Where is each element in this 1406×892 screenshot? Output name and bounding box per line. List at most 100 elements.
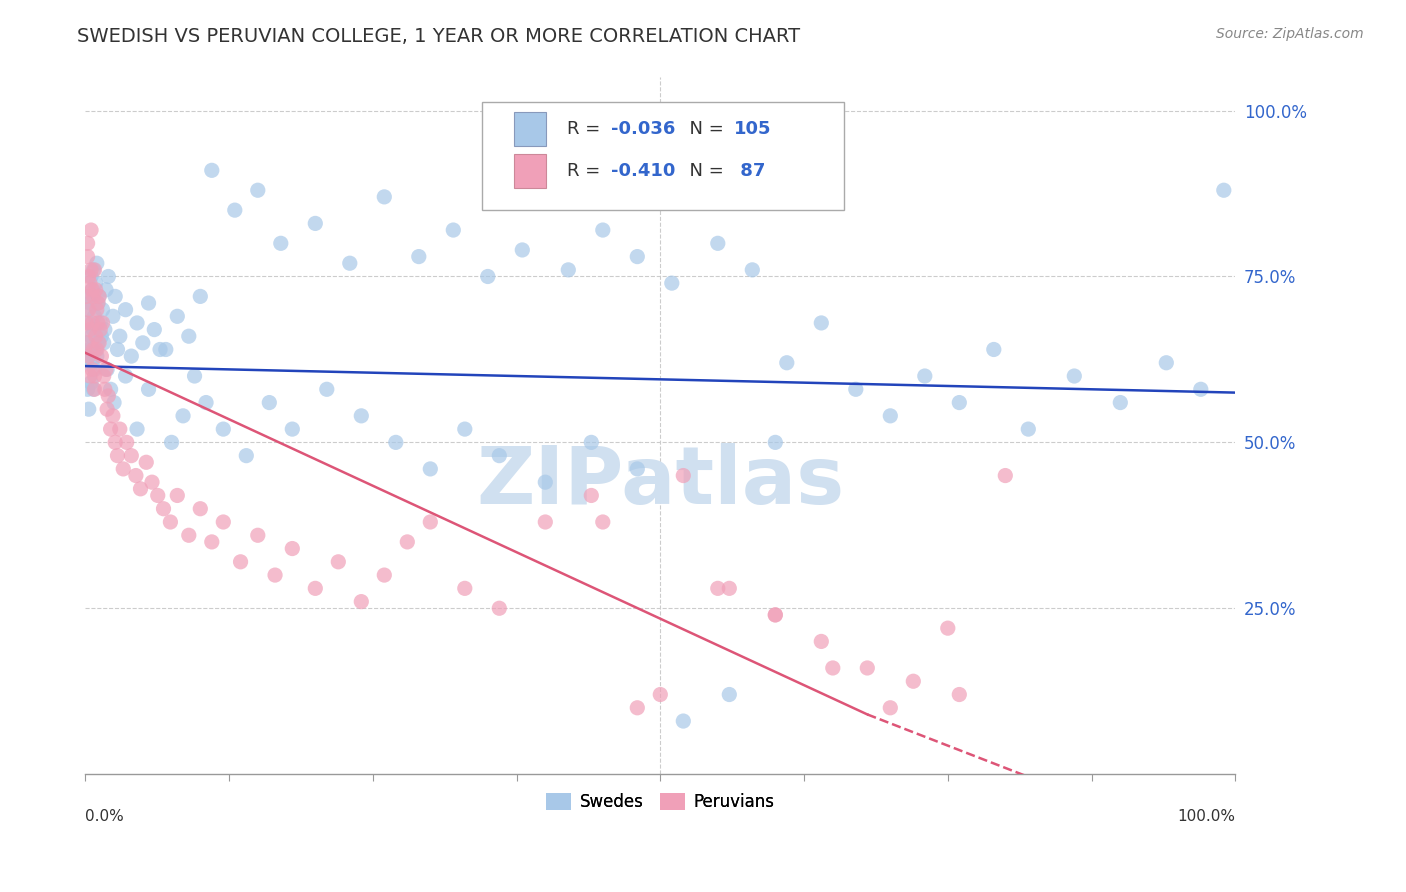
Point bbox=[76, 382, 98, 396]
Point bbox=[1109, 395, 1132, 409]
Point bbox=[339, 256, 361, 270]
Point bbox=[97, 269, 120, 284]
FancyBboxPatch shape bbox=[482, 102, 845, 210]
Point bbox=[741, 263, 763, 277]
Point bbox=[83, 263, 105, 277]
Point bbox=[82, 263, 104, 277]
Point bbox=[76, 250, 98, 264]
Point bbox=[1063, 369, 1085, 384]
Point bbox=[76, 335, 98, 350]
Point bbox=[87, 316, 110, 330]
Point bbox=[83, 382, 105, 396]
Point bbox=[763, 607, 786, 622]
Point bbox=[315, 382, 337, 396]
Text: N =: N = bbox=[678, 120, 730, 138]
Point bbox=[79, 296, 101, 310]
Point bbox=[718, 582, 741, 596]
Point bbox=[76, 302, 98, 317]
Point bbox=[672, 468, 695, 483]
Point bbox=[86, 343, 108, 357]
Point bbox=[87, 289, 110, 303]
Point bbox=[195, 395, 218, 409]
Point bbox=[166, 488, 188, 502]
Point bbox=[1017, 422, 1039, 436]
Point bbox=[107, 343, 129, 357]
Point bbox=[718, 688, 741, 702]
Point bbox=[246, 528, 269, 542]
Point bbox=[86, 256, 108, 270]
Point bbox=[454, 422, 477, 436]
Point bbox=[152, 501, 174, 516]
Point bbox=[77, 316, 100, 330]
Point bbox=[1189, 382, 1212, 396]
Point bbox=[80, 223, 103, 237]
Point bbox=[212, 515, 235, 529]
Point bbox=[661, 276, 683, 290]
Point bbox=[96, 402, 118, 417]
Point bbox=[707, 582, 730, 596]
Point bbox=[82, 289, 104, 303]
Point bbox=[82, 283, 104, 297]
Point bbox=[75, 356, 97, 370]
Point bbox=[75, 316, 97, 330]
Point bbox=[488, 601, 510, 615]
Point bbox=[534, 515, 557, 529]
Point bbox=[91, 302, 114, 317]
Point bbox=[104, 435, 127, 450]
Point bbox=[94, 382, 117, 396]
Text: R =: R = bbox=[567, 161, 606, 180]
Point bbox=[94, 283, 117, 297]
Point bbox=[83, 362, 105, 376]
Point bbox=[149, 343, 172, 357]
Point bbox=[408, 250, 430, 264]
Point bbox=[132, 335, 155, 350]
Point bbox=[1156, 356, 1178, 370]
Point bbox=[172, 409, 194, 423]
Point bbox=[94, 322, 117, 336]
Point bbox=[82, 356, 104, 370]
Point bbox=[114, 302, 136, 317]
Point bbox=[626, 700, 648, 714]
Point bbox=[75, 335, 97, 350]
Point bbox=[79, 322, 101, 336]
Point bbox=[82, 316, 104, 330]
Point bbox=[129, 482, 152, 496]
Point bbox=[141, 475, 163, 490]
Point bbox=[281, 422, 304, 436]
Point bbox=[86, 349, 108, 363]
Point bbox=[91, 316, 114, 330]
Point bbox=[592, 515, 614, 529]
Point bbox=[77, 302, 100, 317]
Point bbox=[177, 528, 200, 542]
Point bbox=[100, 382, 122, 396]
Legend: Swedes, Peruvians: Swedes, Peruvians bbox=[540, 787, 782, 818]
Point bbox=[350, 409, 373, 423]
Point bbox=[879, 700, 901, 714]
Point bbox=[914, 369, 936, 384]
Point bbox=[89, 316, 111, 330]
Text: Source: ZipAtlas.com: Source: ZipAtlas.com bbox=[1216, 27, 1364, 41]
Point bbox=[903, 674, 925, 689]
Point bbox=[188, 501, 211, 516]
Text: -0.410: -0.410 bbox=[610, 161, 675, 180]
Point bbox=[84, 276, 107, 290]
Point bbox=[419, 462, 441, 476]
Point bbox=[441, 223, 464, 237]
Point bbox=[82, 322, 104, 336]
Point bbox=[86, 302, 108, 317]
Point bbox=[650, 688, 672, 702]
Point bbox=[810, 316, 832, 330]
Point bbox=[84, 343, 107, 357]
Point bbox=[264, 568, 287, 582]
Point bbox=[160, 435, 183, 450]
Point bbox=[155, 343, 177, 357]
Point bbox=[776, 356, 799, 370]
Point bbox=[707, 236, 730, 251]
Point bbox=[810, 634, 832, 648]
Point bbox=[143, 322, 166, 336]
Point bbox=[77, 269, 100, 284]
Point bbox=[270, 236, 292, 251]
Point bbox=[77, 289, 100, 303]
Point bbox=[477, 269, 499, 284]
Text: SWEDISH VS PERUVIAN COLLEGE, 1 YEAR OR MORE CORRELATION CHART: SWEDISH VS PERUVIAN COLLEGE, 1 YEAR OR M… bbox=[77, 27, 800, 45]
